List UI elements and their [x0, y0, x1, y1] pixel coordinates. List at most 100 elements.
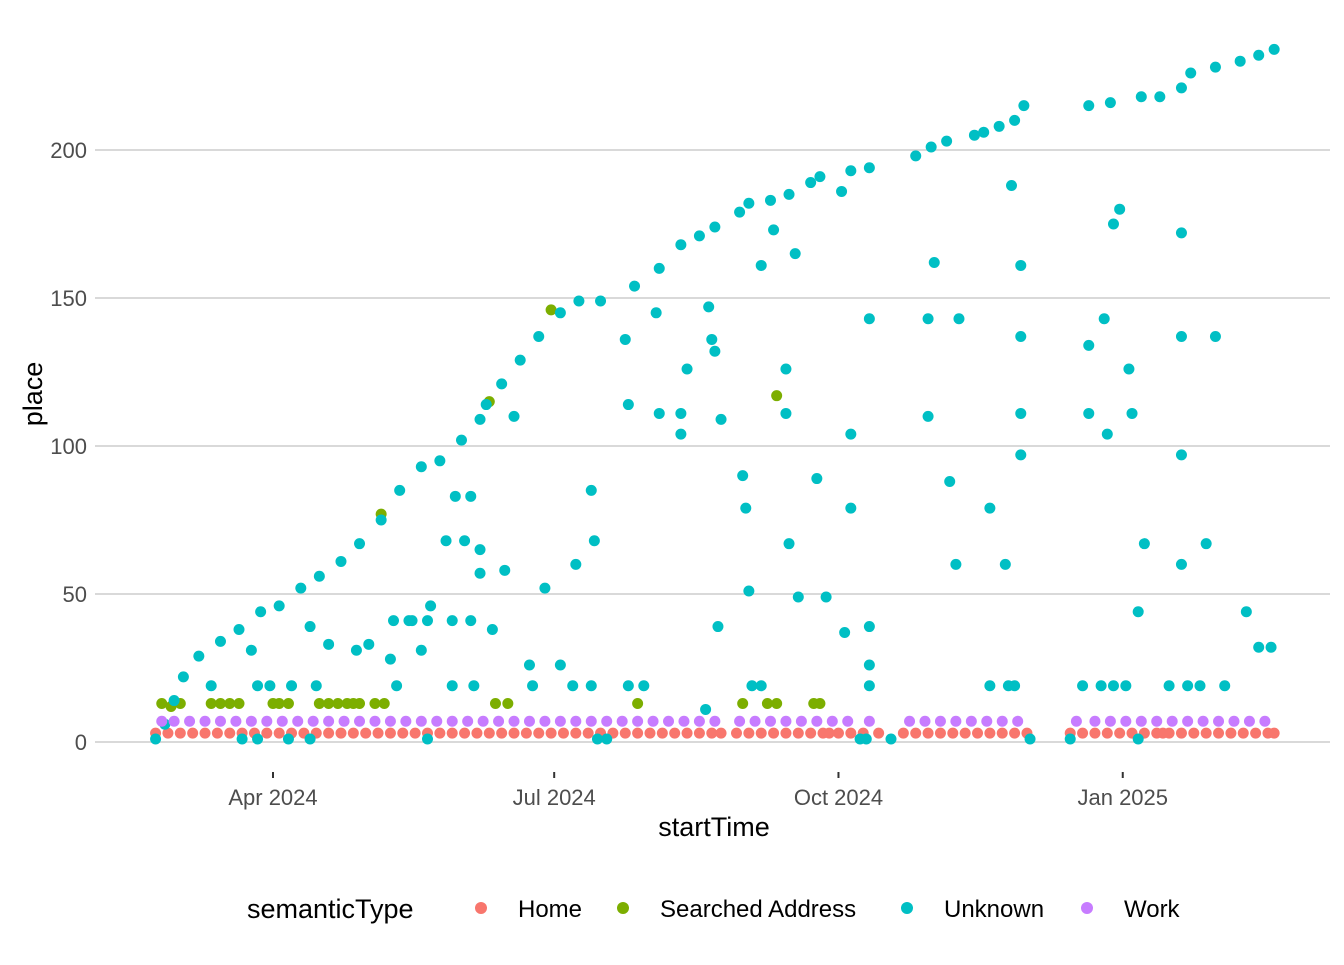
data-point	[845, 165, 857, 177]
data-point	[465, 615, 477, 627]
data-point	[845, 727, 857, 739]
data-point	[1213, 715, 1225, 727]
data-point	[347, 727, 359, 739]
data-point	[400, 715, 412, 727]
y-tick-label: 100	[50, 434, 87, 459]
data-point	[425, 600, 437, 612]
data-point	[984, 727, 996, 739]
data-point	[653, 407, 665, 419]
data-point	[1185, 67, 1197, 79]
data-point	[539, 715, 551, 727]
data-point	[292, 715, 304, 727]
series-work	[156, 715, 1271, 727]
data-point	[1163, 727, 1175, 739]
data-point	[653, 262, 665, 274]
data-point	[273, 698, 285, 710]
data-point	[675, 428, 687, 440]
data-point	[1209, 61, 1221, 73]
data-point	[591, 733, 603, 745]
data-point	[350, 644, 362, 656]
data-point	[233, 698, 245, 710]
data-point	[523, 715, 535, 727]
data-point	[734, 206, 746, 218]
data-point	[480, 399, 492, 411]
data-point	[1006, 180, 1018, 192]
data-point	[323, 715, 335, 727]
data-point	[282, 698, 294, 710]
data-point	[335, 727, 347, 739]
data-point	[681, 727, 693, 739]
data-point	[545, 304, 557, 316]
data-point	[214, 635, 226, 647]
series-searched-address	[156, 304, 826, 712]
data-point	[570, 558, 582, 570]
data-point	[755, 727, 767, 739]
data-point	[187, 727, 199, 739]
data-point	[1265, 641, 1277, 653]
data-point	[1151, 715, 1163, 727]
data-point	[780, 407, 792, 419]
data-point	[700, 703, 712, 715]
data-point	[1213, 727, 1225, 739]
data-point	[978, 126, 990, 138]
data-point	[264, 680, 276, 692]
data-point	[174, 727, 186, 739]
data-point	[934, 727, 946, 739]
data-point	[1009, 680, 1021, 692]
data-point	[527, 680, 539, 692]
data-point	[384, 727, 396, 739]
data-point	[693, 727, 705, 739]
data-point	[1268, 43, 1280, 55]
data-point	[486, 624, 498, 636]
data-point	[1175, 449, 1187, 461]
data-point	[1175, 558, 1187, 570]
data-point	[236, 733, 248, 745]
data-point	[514, 354, 526, 366]
data-point	[715, 413, 727, 425]
data-point	[446, 680, 458, 692]
data-point	[746, 680, 758, 692]
data-point	[245, 644, 257, 656]
data-point	[455, 434, 467, 446]
data-point	[709, 345, 721, 357]
data-point	[199, 715, 211, 727]
data-point	[252, 733, 264, 745]
data-point	[811, 715, 823, 727]
data-point	[1089, 727, 1101, 739]
legend-key-searched-address	[617, 902, 629, 914]
data-point	[1188, 727, 1200, 739]
data-point	[205, 680, 217, 692]
legend-label: Home	[518, 896, 582, 923]
data-point	[415, 461, 427, 473]
data-point	[474, 413, 486, 425]
data-point	[1237, 727, 1249, 739]
data-point	[947, 727, 959, 739]
data-point	[1175, 227, 1187, 239]
data-point	[415, 715, 427, 727]
data-point	[928, 256, 940, 268]
data-point	[632, 698, 644, 710]
data-point	[1243, 715, 1255, 727]
data-point	[737, 470, 749, 482]
data-point	[539, 582, 551, 594]
data-point	[1101, 727, 1113, 739]
data-point	[295, 582, 307, 594]
data-point	[384, 653, 396, 665]
data-point	[860, 733, 872, 745]
data-point	[783, 188, 795, 200]
data-point	[910, 150, 922, 162]
data-point	[1182, 680, 1194, 692]
data-point	[313, 570, 325, 582]
data-point	[199, 727, 211, 739]
data-point	[391, 680, 403, 692]
data-point	[669, 727, 681, 739]
data-point	[233, 624, 245, 636]
data-point	[1200, 538, 1212, 550]
data-point	[693, 715, 705, 727]
data-point	[814, 698, 826, 710]
data-point	[273, 600, 285, 612]
data-point	[968, 129, 980, 141]
data-point	[184, 715, 196, 727]
data-point	[252, 680, 264, 692]
data-point	[814, 171, 826, 183]
